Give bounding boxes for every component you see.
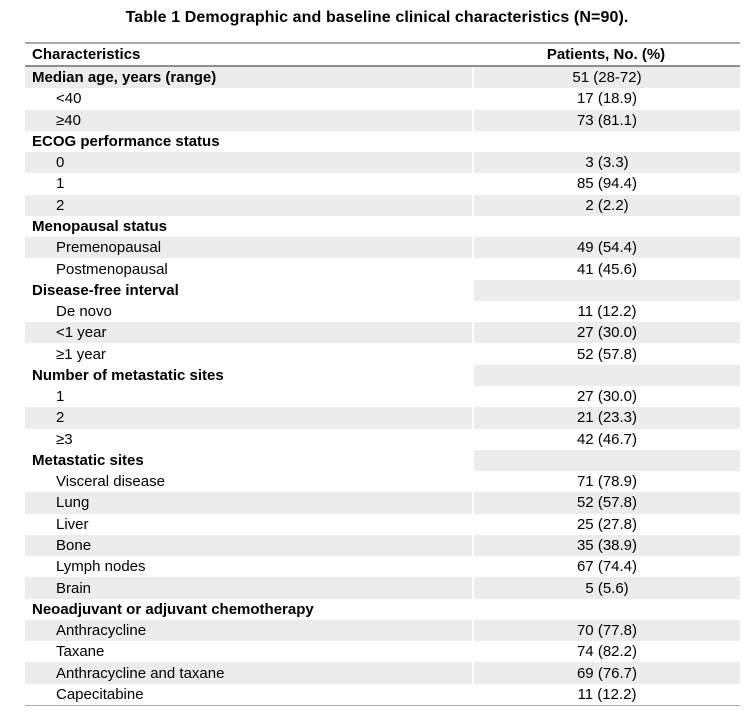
table-row: Postmenopausal 41 (45.6) xyxy=(25,258,740,280)
row-label: Capecitabine xyxy=(25,683,472,705)
table-row: De novo 11 (12.2) xyxy=(25,300,740,323)
demographics-table: Characteristics Patients, No. (%) Median… xyxy=(25,42,740,706)
row-value xyxy=(472,215,740,238)
row-label: ≥40 xyxy=(25,109,472,131)
row-value: 69 (76.7) xyxy=(472,662,740,684)
row-value: 2 (2.2) xyxy=(472,194,740,216)
table-header-row: Characteristics Patients, No. (%) xyxy=(25,44,740,67)
row-label: <40 xyxy=(25,88,472,110)
row-label: Bone xyxy=(25,534,472,557)
table-row: Lung 52 (57.8) xyxy=(25,492,740,514)
table-row: Metastatic sites xyxy=(25,449,740,472)
row-value: 49 (54.4) xyxy=(472,237,740,259)
table-row: ECOG performance status xyxy=(25,130,740,153)
table-row: Taxane 74 (82.2) xyxy=(25,641,740,663)
table-row: Neoadjuvant or adjuvant chemotherapy xyxy=(25,598,740,620)
table-row: ≥40 73 (81.1) xyxy=(25,109,740,131)
table-row: Disease-free interval xyxy=(25,279,740,301)
row-value xyxy=(472,279,740,301)
table-row: Premenopausal 49 (54.4) xyxy=(25,237,740,259)
row-label: Brain xyxy=(25,577,472,599)
row-value: 27 (30.0) xyxy=(472,322,740,344)
row-label: Lung xyxy=(25,492,472,514)
row-label: Anthracycline xyxy=(25,619,472,642)
row-value: 41 (45.6) xyxy=(472,258,740,280)
row-label: Number of metastatic sites xyxy=(25,364,472,386)
row-label: Menopausal status xyxy=(25,215,472,238)
row-label: Lymph nodes xyxy=(25,556,472,578)
row-label: <1 year xyxy=(25,322,472,344)
row-label: 1 xyxy=(25,173,472,195)
row-value: 85 (94.4) xyxy=(472,173,740,195)
table-row: <40 17 (18.9) xyxy=(25,88,740,110)
row-label: Liver xyxy=(25,513,472,535)
row-value: 21 (23.3) xyxy=(472,407,740,429)
row-value: 67 (74.4) xyxy=(472,556,740,578)
row-value xyxy=(472,130,740,153)
row-value: 35 (38.9) xyxy=(472,534,740,557)
row-label: Disease-free interval xyxy=(25,279,472,301)
row-value: 25 (27.8) xyxy=(472,513,740,535)
row-label: De novo xyxy=(25,300,472,323)
row-label: 1 xyxy=(25,385,472,408)
table-row: 2 21 (23.3) xyxy=(25,407,740,429)
row-label: 0 xyxy=(25,152,472,174)
row-label: ≥1 year xyxy=(25,343,472,365)
row-value: 17 (18.9) xyxy=(472,88,740,110)
row-label: ECOG performance status xyxy=(25,130,472,153)
row-label: Postmenopausal xyxy=(25,258,472,280)
table-row: Anthracycline 70 (77.8) xyxy=(25,619,740,642)
table-row: Anthracycline and taxane 69 (76.7) xyxy=(25,662,740,684)
row-label: Visceral disease xyxy=(25,471,472,493)
table-row: <1 year 27 (30.0) xyxy=(25,322,740,344)
table-row: Brain 5 (5.6) xyxy=(25,577,740,599)
column-header-characteristics: Characteristics xyxy=(32,46,141,63)
row-value: 74 (82.2) xyxy=(472,641,740,663)
table-row: ≥1 year 52 (57.8) xyxy=(25,343,740,365)
table-row: Visceral disease 71 (78.9) xyxy=(25,471,740,493)
table-row: Capecitabine 11 (12.2) xyxy=(25,683,740,705)
row-value: 42 (46.7) xyxy=(472,428,740,450)
row-value: 11 (12.2) xyxy=(472,683,740,705)
row-value: 5 (5.6) xyxy=(472,577,740,599)
row-label: 2 xyxy=(25,407,472,429)
table-row: 1 85 (94.4) xyxy=(25,173,740,195)
table-row: Lymph nodes 67 (74.4) xyxy=(25,556,740,578)
row-label: Premenopausal xyxy=(25,237,472,259)
row-value xyxy=(472,449,740,472)
column-header-patients: Patients, No. (%) xyxy=(546,46,666,63)
row-value: 3 (3.3) xyxy=(472,152,740,174)
table-row: Number of metastatic sites xyxy=(25,364,740,386)
row-label: ≥3 xyxy=(25,428,472,450)
row-value: 73 (81.1) xyxy=(472,109,740,131)
row-label: Anthracycline and taxane xyxy=(25,662,472,684)
row-value: 11 (12.2) xyxy=(472,300,740,323)
table-row: ≥3 42 (46.7) xyxy=(25,428,740,450)
row-value xyxy=(472,598,740,620)
row-value: 71 (78.9) xyxy=(472,471,740,493)
row-value: 51 (28-72) xyxy=(472,67,740,89)
row-value: 70 (77.8) xyxy=(472,619,740,642)
table-title: Table 1 Demographic and baseline clinica… xyxy=(125,9,629,26)
table-row: Median age, years (range) 51 (28-72) xyxy=(25,67,740,89)
row-value xyxy=(472,364,740,386)
row-label: Metastatic sites xyxy=(25,449,472,472)
row-value: 52 (57.8) xyxy=(472,343,740,365)
row-label: Taxane xyxy=(25,641,472,663)
row-value: 52 (57.8) xyxy=(472,492,740,514)
table-body: Median age, years (range) 51 (28-72) <40 17… xyxy=(25,67,740,705)
table-row: Bone 35 (38.9) xyxy=(25,534,740,557)
row-label: 2 xyxy=(25,194,472,216)
row-label: Median age, years (range) xyxy=(25,67,472,89)
table-row: Liver 25 (27.8) xyxy=(25,513,740,535)
table-row: 1 27 (30.0) xyxy=(25,385,740,408)
table-row: Menopausal status xyxy=(25,215,740,238)
row-label: Neoadjuvant or adjuvant chemotherapy xyxy=(25,598,472,620)
row-value: 27 (30.0) xyxy=(472,385,740,408)
